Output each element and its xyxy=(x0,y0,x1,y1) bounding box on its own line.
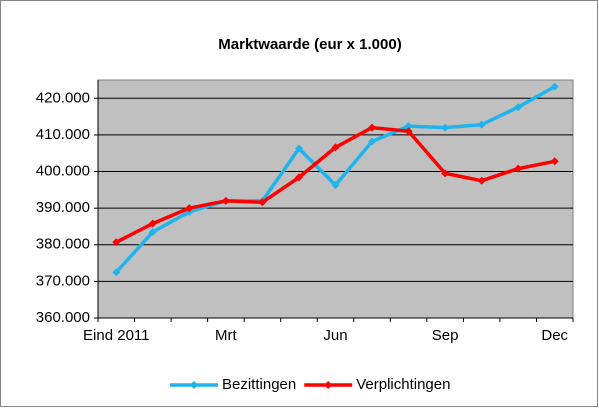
data-point xyxy=(294,173,303,182)
y-tick-label: 390.000 xyxy=(36,199,90,216)
data-point xyxy=(221,196,230,205)
data-point xyxy=(368,123,377,132)
data-point xyxy=(258,198,267,207)
y-tick-label: 370.000 xyxy=(36,272,90,289)
x-tick-label: Eind 2011 xyxy=(83,327,149,344)
data-point xyxy=(148,227,157,236)
x-tick-label: Dec xyxy=(541,327,568,344)
legend-label: Verplichtingen xyxy=(356,376,450,393)
y-tick-label: 400.000 xyxy=(36,163,90,180)
data-point xyxy=(112,238,121,247)
data-point xyxy=(148,219,157,228)
data-point xyxy=(441,169,450,178)
data-point xyxy=(477,120,486,129)
legend-marker xyxy=(324,381,333,389)
data-point xyxy=(331,181,340,190)
chart-title: Marktwaarde (eur x 1.000) xyxy=(218,36,401,53)
data-point xyxy=(404,122,413,131)
data-point xyxy=(404,127,413,136)
legend-marker xyxy=(190,381,198,389)
x-tick-label: Jun xyxy=(323,327,347,344)
data-point xyxy=(294,144,303,153)
data-point xyxy=(477,176,486,185)
y-tick-label: 420.000 xyxy=(36,89,90,106)
legend-label: Bezittingen xyxy=(222,376,296,393)
x-tick-label: Sep xyxy=(432,327,459,344)
data-point xyxy=(368,137,377,146)
x-tick-label: Mrt xyxy=(215,327,237,344)
y-tick-label: 410.000 xyxy=(36,126,90,143)
data-point xyxy=(514,164,523,173)
data-point xyxy=(514,103,523,112)
data-point xyxy=(331,143,340,152)
data-point xyxy=(112,268,121,277)
data-point xyxy=(441,123,450,132)
y-tick-label: 380.000 xyxy=(36,236,90,253)
data-point xyxy=(185,204,194,213)
data-point xyxy=(550,157,559,166)
y-tick-label: 360.000 xyxy=(36,309,90,326)
data-point xyxy=(550,82,559,91)
